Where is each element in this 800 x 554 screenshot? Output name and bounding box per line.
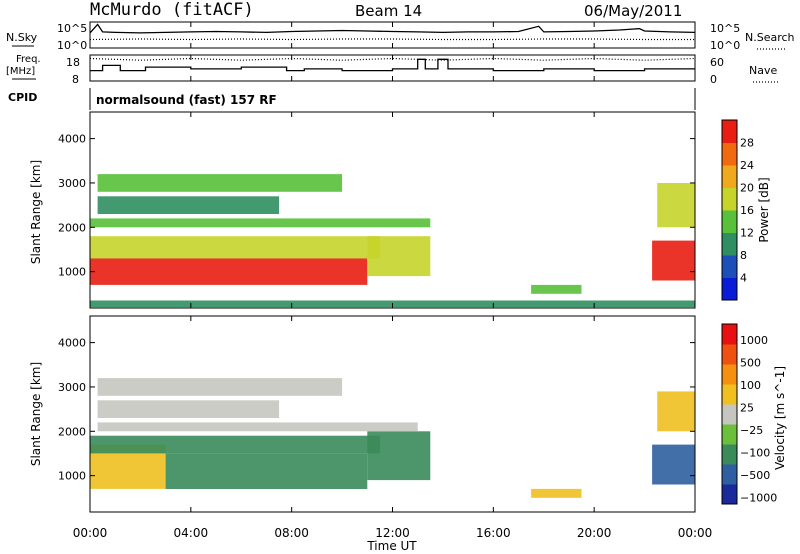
velocity-colorbar-tick-2: 100 — [740, 379, 761, 392]
power-colorbar-segment-5 — [722, 165, 737, 188]
freq-tick-left-bottom: 8 — [72, 73, 79, 86]
power-colorbar-segment-4 — [722, 187, 737, 211]
velocity-ytick-label-3: 4000 — [58, 337, 86, 350]
power-region-8 — [531, 284, 582, 294]
power-region-6 — [652, 240, 695, 281]
velocity-ytick-label-1: 2000 — [58, 425, 86, 438]
x-axis-label: Time UT — [366, 539, 417, 553]
cpid-label: CPID — [8, 91, 37, 104]
power-ytick-label-1: 2000 — [58, 221, 86, 234]
noise-tick-right-bottom: 10^0 — [710, 39, 740, 52]
station-title: McMurdo (fitACF) — [90, 0, 254, 20]
velocity-colorbar-segment-3 — [722, 424, 737, 445]
power-colorbar-segment-6 — [722, 142, 737, 166]
noise-series-1 — [89, 38, 695, 41]
velocity-region-5 — [97, 400, 280, 418]
velocity-colorbar-tick-4: −25 — [740, 424, 763, 437]
velocity-colorbar-frame — [721, 323, 738, 505]
power-colorbar-tick-4: 20 — [740, 182, 754, 195]
velocity-colorbar-segment-7 — [722, 344, 737, 365]
mode-label: normalsound (fast) 157 RF — [96, 93, 277, 107]
velocity-colorbar-label: Velocity [m s^-1] — [773, 366, 787, 470]
power-colorbar-segment-3 — [722, 210, 737, 233]
x-tick-label-2: 08:00 — [274, 526, 309, 540]
noise-panel: 10^5 10^0 10^5 10^0 — [57, 21, 740, 52]
velocity-colorbar-tick-0: 1000 — [740, 334, 768, 347]
power-colorbar-segment-1 — [722, 255, 737, 278]
x-tick-label-0: 00:00 — [73, 526, 108, 540]
x-tick-label-5: 20:00 — [577, 526, 612, 540]
velocity-colorbar-tick-6: −500 — [740, 469, 770, 482]
power-ytick-label-0: 1000 — [58, 266, 86, 279]
velocity-colorbar-tick-3: 25 — [740, 401, 754, 414]
power-ylabel: Slant Range [km] — [29, 160, 43, 264]
velocity-region-3 — [90, 435, 380, 454]
velocity-region-8 — [657, 391, 695, 432]
velocity-colorbar-segment-4 — [722, 404, 737, 425]
nsky-label: N.Sky — [6, 31, 38, 44]
power-region-5 — [97, 174, 343, 192]
x-tick-label-3: 12:00 — [375, 526, 410, 540]
nave-label: Nave — [749, 64, 777, 77]
velocity-region-1 — [165, 453, 368, 489]
noise-tick-left-bottom: 10^0 — [57, 39, 87, 52]
noise-tick-right-top: 10^5 — [710, 22, 740, 35]
power-colorbar-tick-6: 28 — [740, 137, 754, 150]
noise-tick-left-top: 10^5 — [57, 22, 87, 35]
nsearch-label: N.Search — [745, 31, 795, 44]
velocity-colorbar-segment-5 — [722, 384, 737, 405]
freq-unit-label: [MHz] — [6, 66, 35, 77]
velocity-colorbar-tick-5: −100 — [740, 446, 770, 459]
power-colorbar-frame — [721, 119, 738, 301]
velocity-region-9 — [531, 488, 582, 498]
power-colorbar-tick-2: 12 — [740, 227, 754, 240]
velocity-colorbar-segment-2 — [722, 444, 737, 465]
power-colorbar-tick-5: 24 — [740, 159, 754, 172]
power-colorbar-tick-0: 4 — [740, 272, 747, 285]
power-region-3 — [90, 218, 431, 228]
power-colorbar-label: Power [dB] — [757, 177, 771, 242]
power-ytick-label-3: 4000 — [58, 133, 86, 146]
x-tick-label-6: 00:00 — [678, 526, 713, 540]
power-region-7 — [657, 183, 695, 228]
power-region-2 — [90, 236, 380, 259]
power-panel: 1000 2000 3000 4000 Slant Range [km] 4 8 12 16… — [29, 111, 771, 309]
velocity-colorbar-segment-6 — [722, 364, 737, 385]
freq-tick-left-top: 18 — [66, 56, 80, 69]
freq-label: Freq. — [16, 54, 41, 65]
power-colorbar-segment-7 — [722, 120, 737, 143]
freq-tick-right-bottom: 0 — [710, 73, 717, 86]
x-tick-label-4: 16:00 — [476, 526, 511, 540]
velocity-region-7 — [652, 444, 695, 485]
velocity-region-4 — [97, 422, 418, 432]
date-title: 06/May/2011 — [584, 2, 682, 20]
x-tick-label-1: 04:00 — [174, 526, 209, 540]
power-colorbar-segment-0 — [722, 277, 737, 301]
power-region-4 — [97, 196, 280, 214]
power-colorbar-segment-2 — [722, 232, 737, 256]
velocity-colorbar-segment-1 — [722, 464, 737, 485]
power-colorbar-tick-3: 16 — [740, 204, 754, 217]
velocity-ytick-label-2: 3000 — [58, 381, 86, 394]
velocity-region-6 — [97, 378, 343, 396]
freq-series-0 — [90, 58, 695, 72]
freq-nave-panel: 18 8 60 0 — [66, 54, 724, 86]
freq-tick-right-top: 60 — [710, 56, 724, 69]
power-colorbar-tick-1: 8 — [740, 249, 747, 262]
velocity-colorbar-segment-8 — [722, 324, 737, 345]
power-ytick-label-2: 3000 — [58, 177, 86, 190]
power-region-0 — [90, 258, 368, 285]
velocity-colorbar-segment-0 — [722, 484, 737, 505]
velocity-colorbar-tick-1: 500 — [740, 356, 761, 369]
noise-series-0 — [89, 23, 696, 34]
velocity-ylabel: Slant Range [km] — [29, 362, 43, 466]
velocity-colorbar-tick-7: −1000 — [740, 491, 777, 504]
velocity-ytick-label-0: 1000 — [58, 470, 86, 483]
beam-title: Beam 14 — [355, 2, 422, 20]
velocity-panel: 1000 2000 3000 4000 Slant Range [km] 1000 50… — [29, 315, 787, 513]
